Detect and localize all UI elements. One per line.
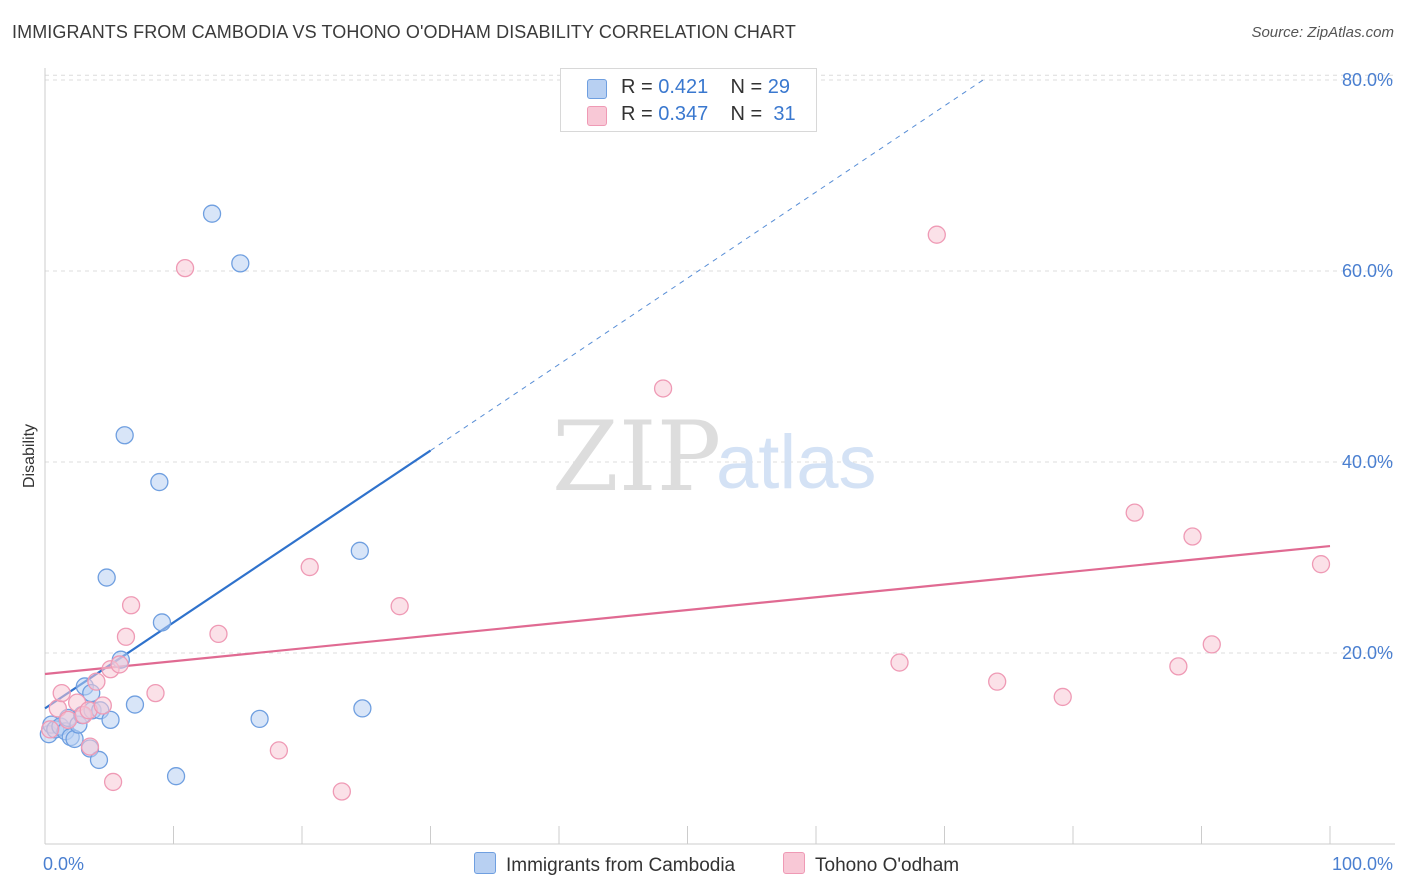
bottom-legend-swatch-cambodia (474, 852, 496, 874)
trendlines (44, 79, 1331, 710)
y-axis-label: Disability (21, 424, 38, 488)
point-series-1-24 (927, 225, 946, 244)
point-series-1-0 (40, 720, 60, 739)
chart-title: IMMIGRANTS FROM CAMBODIA VS TOHONO O'ODH… (12, 22, 796, 42)
point-series-0-24 (202, 204, 222, 223)
point-series-1-17 (209, 624, 228, 644)
legend-r-label-cambodia: R = (621, 76, 659, 98)
watermark-atlas: atlas (716, 420, 877, 505)
point-series-1-21 (390, 597, 409, 616)
point-series-1-18 (269, 741, 289, 760)
data-points (39, 204, 1331, 801)
point-series-1-16 (175, 258, 195, 278)
y-tick-label-60: 60.0% (1342, 261, 1393, 281)
point-series-0-14 (89, 750, 109, 770)
legend-n-label-tohono: N = (730, 103, 768, 125)
point-series-0-21 (150, 472, 169, 492)
point-series-0-19 (115, 426, 134, 445)
y-tick-label-40: 40.0% (1342, 452, 1393, 472)
correlation-legend: R = 0.421 N = 29 R = 0.347 N = 31 (560, 68, 817, 132)
point-series-1-29 (1183, 527, 1202, 546)
gridlines (45, 74, 1395, 654)
bottom-legend-swatch-tohono (783, 852, 805, 874)
bottom-legend-label-tohono: Tohono O'odham (815, 855, 960, 876)
x-tick-label-100: 100.0% (1332, 854, 1393, 874)
point-series-1-11 (103, 772, 123, 792)
bottom-legend-label-cambodia: Immigrants from Cambodia (506, 855, 736, 876)
point-series-1-19 (300, 557, 319, 577)
trendline-extension-series-0 (430, 79, 984, 451)
legend-n-label-cambodia: N = (730, 76, 768, 98)
bottom-legend-cambodia: Immigrants from Cambodia (474, 852, 735, 877)
point-series-1-30 (1202, 635, 1221, 654)
point-series-1-7 (80, 737, 100, 756)
point-series-0-26 (250, 709, 269, 729)
legend-r-value-cambodia: 0.421 (658, 76, 709, 98)
point-series-0-25 (231, 254, 250, 273)
point-series-1-26 (1053, 687, 1072, 707)
watermark: ZIP atlas (552, 401, 877, 513)
point-series-0-27 (350, 541, 369, 560)
point-series-1-8 (87, 672, 106, 691)
legend-n-value-cambodia: 29 (767, 76, 791, 98)
legend-swatch-tohono (587, 106, 607, 126)
point-series-1-12 (110, 655, 129, 674)
y-tick-label-20: 20.0% (1342, 643, 1393, 663)
trendline-series-1 (44, 544, 1331, 676)
x-tick-label-0: 0.0% (43, 854, 84, 874)
point-series-1-22 (653, 379, 673, 398)
source-credit: Source: ZipAtlas.com (1251, 24, 1394, 41)
point-series-1-14 (121, 596, 141, 615)
y-tick-label-80: 80.0% (1342, 70, 1393, 90)
point-series-0-16 (97, 568, 116, 587)
point-series-0-20 (125, 695, 145, 714)
point-series-1-23 (890, 653, 909, 672)
point-series-1-25 (988, 672, 1007, 691)
axes (44, 68, 1395, 845)
legend-r-label-tohono: R = (621, 103, 659, 125)
point-series-1-27 (1125, 503, 1144, 522)
point-series-1-3 (58, 710, 78, 729)
bottom-legend-tohono: Tohono O'odham (783, 852, 959, 877)
point-series-0-28 (353, 699, 372, 718)
point-series-0-23 (166, 767, 186, 786)
point-series-1-28 (1169, 657, 1188, 676)
watermark-zip: ZIP (552, 401, 721, 513)
tick-labels: 20.0% 40.0% 60.0% 80.0% 0.0% 100.0% (43, 70, 1393, 874)
legend-swatch-cambodia (587, 79, 607, 99)
point-series-1-2 (52, 683, 71, 703)
point-series-1-31 (1311, 555, 1331, 574)
point-series-0-17 (101, 710, 120, 729)
point-series-1-13 (116, 627, 136, 646)
point-series-1-9 (93, 696, 112, 715)
point-series-1-15 (146, 683, 165, 703)
legend-r-value-tohono: 0.347 (658, 103, 709, 125)
legend-n-value-tohono: 31 (773, 103, 796, 125)
point-series-0-22 (152, 613, 172, 632)
point-series-1-20 (332, 782, 351, 801)
